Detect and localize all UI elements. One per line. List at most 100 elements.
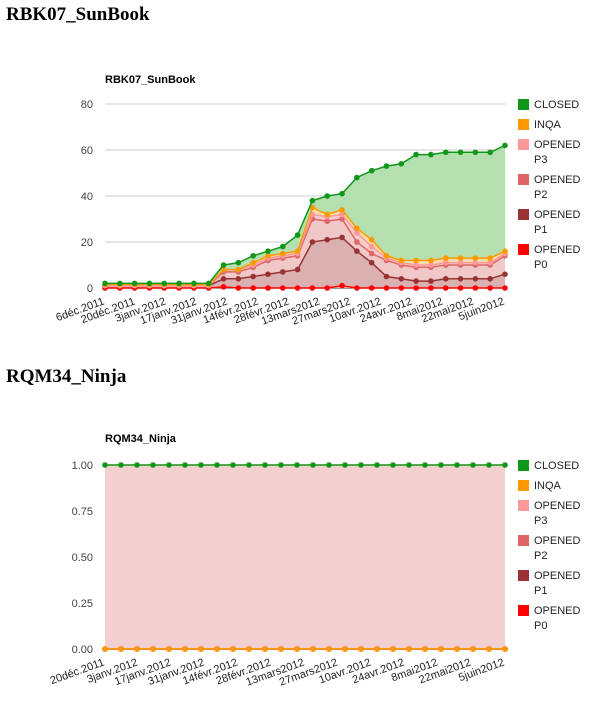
data-point — [161, 280, 168, 287]
data-point — [230, 646, 236, 652]
data-point — [102, 462, 108, 468]
data-point — [265, 271, 271, 277]
legend-swatch — [518, 605, 529, 616]
data-point — [246, 646, 252, 652]
data-point — [250, 253, 256, 259]
data-point — [230, 462, 236, 468]
data-point — [368, 250, 375, 257]
data-point — [413, 257, 419, 264]
data-point — [472, 285, 479, 291]
data-point — [250, 259, 256, 266]
data-point — [368, 167, 375, 174]
section-heading-sunbook: RBK07_SunBook — [6, 4, 150, 25]
legend-label: OPENED — [534, 174, 581, 186]
data-point — [413, 151, 419, 158]
data-point — [398, 257, 405, 264]
data-point — [250, 273, 256, 280]
data-point — [324, 285, 331, 291]
data-point — [205, 280, 212, 287]
data-point — [354, 230, 360, 236]
y-tick-label: 80 — [81, 99, 93, 111]
y-tick-label: 0.50 — [72, 552, 93, 564]
chart-title: RBK07_SunBook — [105, 74, 196, 86]
data-point — [383, 163, 390, 169]
data-point — [470, 646, 476, 652]
data-point — [117, 280, 123, 287]
data-point — [354, 225, 360, 231]
data-point — [134, 462, 140, 468]
data-point — [279, 243, 286, 250]
data-point — [309, 197, 316, 204]
data-point — [358, 646, 364, 652]
data-point — [118, 646, 124, 652]
series-line-opened-p3 — [105, 213, 506, 287]
data-point — [166, 646, 172, 652]
y-tick-label: 1.00 — [72, 460, 93, 472]
legend-label: INQA — [534, 119, 562, 131]
data-point — [166, 462, 172, 468]
chart-ninja: RQM34_Ninja0.000.250.500.751.0020déc.201… — [49, 433, 581, 689]
legend-swatch — [518, 139, 529, 150]
data-point — [454, 646, 460, 652]
legend-label: INQA — [534, 480, 562, 492]
data-point — [279, 285, 286, 291]
data-point — [368, 259, 375, 266]
data-point — [294, 462, 300, 468]
legend-swatch — [518, 535, 529, 546]
y-tick-label: 0.75 — [72, 506, 93, 518]
data-point — [472, 259, 479, 266]
data-point — [220, 284, 227, 290]
data-point — [150, 646, 156, 652]
data-point — [487, 276, 493, 282]
legend-label: P0 — [534, 259, 547, 271]
legend-label: OPENED — [534, 500, 581, 512]
data-point — [487, 149, 493, 156]
data-point — [486, 462, 492, 468]
data-point — [413, 285, 419, 291]
legend-label: P0 — [534, 620, 547, 632]
legend-label: P1 — [534, 585, 547, 597]
data-point — [442, 285, 449, 291]
legend-label: P1 — [534, 224, 547, 236]
data-point — [406, 462, 412, 468]
legend-swatch — [518, 460, 529, 471]
legend-label: OPENED — [534, 605, 581, 617]
legend-label: CLOSED — [534, 460, 579, 472]
data-point — [309, 239, 316, 245]
data-point — [442, 259, 449, 266]
data-point — [339, 234, 345, 241]
data-point — [442, 255, 449, 261]
legend-swatch — [518, 174, 529, 185]
y-tick-label: 0 — [87, 283, 93, 295]
data-point — [310, 462, 316, 468]
data-point — [220, 266, 227, 273]
data-point — [176, 280, 182, 287]
area-opened-p2 — [105, 219, 505, 286]
data-point — [368, 285, 375, 291]
legend-label: P3 — [534, 515, 547, 527]
data-point — [235, 276, 242, 282]
data-point — [428, 278, 434, 284]
y-tick-label: 60 — [81, 145, 93, 157]
data-point — [422, 646, 428, 652]
chart-sunbook: RBK07_SunBook0204060806déc.201120déc.201… — [54, 74, 581, 328]
data-point — [294, 248, 301, 254]
data-point — [383, 273, 390, 280]
data-point — [413, 262, 419, 268]
data-point — [342, 462, 348, 468]
legend-label: OPENED — [534, 535, 581, 547]
data-point — [279, 250, 286, 257]
data-point — [487, 285, 493, 291]
data-point — [502, 646, 508, 652]
series-line-closed — [105, 144, 506, 285]
data-point — [428, 262, 434, 268]
data-point — [250, 285, 256, 291]
data-point — [339, 216, 345, 222]
data-point — [246, 462, 252, 468]
data-point — [294, 646, 300, 652]
data-point — [398, 161, 405, 167]
data-point — [398, 285, 405, 291]
data-point — [294, 285, 301, 291]
data-point — [358, 462, 364, 468]
legend-label: P2 — [534, 189, 547, 201]
